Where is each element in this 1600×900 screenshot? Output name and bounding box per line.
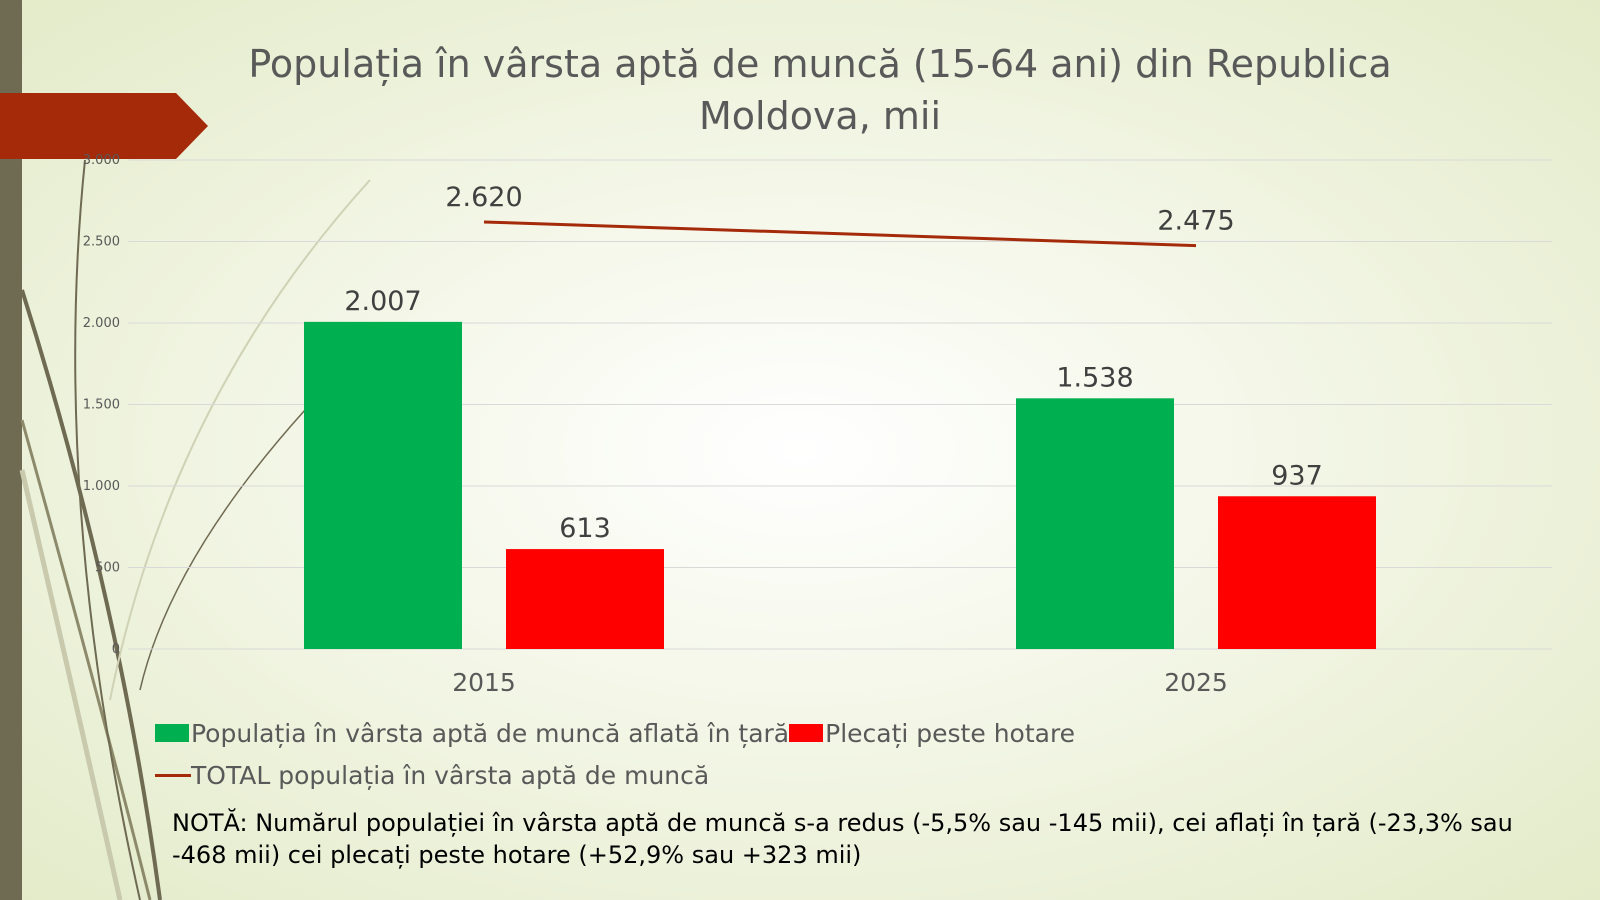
- y-tick-label: 500: [95, 561, 120, 576]
- bar: [1218, 496, 1376, 649]
- data-label: 1.538: [1056, 362, 1133, 393]
- accent-arrow-shape: [0, 93, 208, 159]
- y-tick-label: 2.000: [83, 316, 120, 331]
- legend-label-line: TOTAL populația în vârsta aptă de muncă: [191, 760, 710, 790]
- y-tick-label: 2.500: [83, 235, 120, 250]
- line-data-label: 2.620: [445, 182, 522, 213]
- bar: [506, 549, 664, 649]
- data-label: 937: [1271, 460, 1323, 491]
- deco-curve: [74, 159, 141, 900]
- legend-item-green: Populația în vârsta aptă de muncă aflată…: [155, 719, 789, 748]
- y-tick-label: 1.500: [83, 398, 120, 413]
- deco-curve: [19, 469, 123, 900]
- legend: Populația în vârsta aptă de muncă aflată…: [155, 712, 1075, 796]
- y-tick-label: 1.000: [83, 479, 120, 494]
- legend-item-red: Plecați peste hotare: [789, 719, 1075, 748]
- legend-swatch-green: [155, 724, 189, 742]
- deco-curve: [109, 179, 371, 701]
- series-line: [483, 220, 1197, 248]
- bar: [304, 321, 462, 649]
- legend-label-red: Plecați peste hotare: [825, 718, 1076, 748]
- line-data-label: 2.475: [1157, 206, 1234, 237]
- bar: [1016, 398, 1174, 649]
- chart-title: Populația în vârsta aptă de muncă (15-64…: [248, 42, 1392, 138]
- y-tick-label: 3.000: [83, 153, 120, 168]
- deco-curve: [20, 289, 162, 900]
- data-label: 613: [559, 513, 611, 544]
- x-tick-label: 2015: [452, 668, 516, 697]
- legend-swatch-red: [789, 724, 824, 742]
- legend-swatch-line: [155, 773, 191, 777]
- deco-curve: [139, 409, 306, 691]
- data-label: 2.007: [344, 286, 421, 317]
- deco-curve: [20, 419, 152, 900]
- note-text: NOTĂ: Numărul populației în vârsta aptă …: [172, 809, 1513, 869]
- legend-item-line: TOTAL populația în vârsta aptă de muncă: [155, 761, 709, 790]
- left-sidebar-bar: [0, 0, 22, 900]
- legend-label-green: Populația în vârsta aptă de muncă aflată…: [191, 718, 790, 748]
- x-tick-label: 2025: [1164, 668, 1228, 697]
- y-tick-label: 0: [112, 642, 120, 657]
